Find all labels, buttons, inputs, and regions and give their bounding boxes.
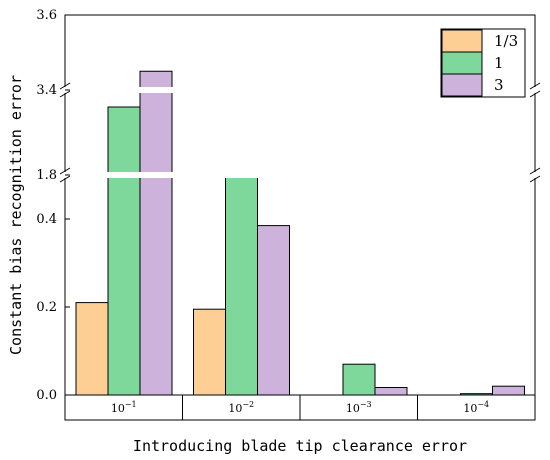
axis-break-mark bbox=[59, 90, 71, 98]
x-axis-title: Introducing blade tip clearance error bbox=[133, 437, 467, 455]
legend-label: 3 bbox=[494, 76, 504, 94]
x-category-label: 10−4 bbox=[463, 400, 489, 415]
axis-break-mark bbox=[529, 167, 541, 175]
y-tick-label: 0.0 bbox=[36, 388, 57, 403]
bar-1-2 bbox=[225, 174, 258, 396]
x-category-label: 10−2 bbox=[228, 400, 254, 415]
x-category-label: 10−3 bbox=[346, 400, 372, 415]
axis-breaks bbox=[57, 82, 543, 183]
y-tick-label: 3.6 bbox=[36, 8, 57, 23]
axis-break-mark bbox=[59, 167, 71, 175]
y-tick-label: 0.2 bbox=[36, 300, 57, 315]
axis-break-mark bbox=[529, 82, 541, 90]
bar-3-4 bbox=[492, 385, 525, 396]
legend-swatch-3 bbox=[441, 73, 483, 97]
y-tick-label: 3.4 bbox=[36, 83, 57, 98]
bar-1-3-1 bbox=[75, 302, 109, 396]
bars-group bbox=[75, 70, 525, 396]
axis-break-gap-2 bbox=[57, 87, 543, 93]
y-axis-title: Constant bias recognition error bbox=[7, 75, 25, 355]
axis-break-mark bbox=[529, 90, 541, 98]
bar-1-3 bbox=[342, 363, 376, 396]
legend-label: 1/3 bbox=[494, 32, 518, 50]
legend-swatch-1-3 bbox=[441, 29, 483, 53]
x-category-label: 10−1 bbox=[111, 400, 137, 415]
x-category-boxes: 10−1 10−2 10−3 10−4 bbox=[64, 394, 536, 421]
axis-break-mark bbox=[529, 175, 541, 183]
legend-swatch-1 bbox=[441, 51, 483, 75]
axis-break-mark bbox=[59, 175, 71, 183]
bar-3-1 bbox=[139, 70, 173, 396]
bar-3-3 bbox=[374, 387, 408, 396]
bar-1-3-2 bbox=[193, 308, 226, 396]
y-tick-label: 0.4 bbox=[36, 212, 57, 227]
axis-break-gap-1 bbox=[57, 172, 543, 178]
y-tick-label: 1.8 bbox=[36, 168, 57, 183]
legend-label: 1 bbox=[494, 54, 504, 72]
bar-1-1 bbox=[107, 106, 141, 396]
legend: 1/3 1 3 bbox=[440, 28, 526, 98]
bar-3-2 bbox=[257, 225, 290, 396]
axis-break-mark bbox=[59, 82, 71, 90]
